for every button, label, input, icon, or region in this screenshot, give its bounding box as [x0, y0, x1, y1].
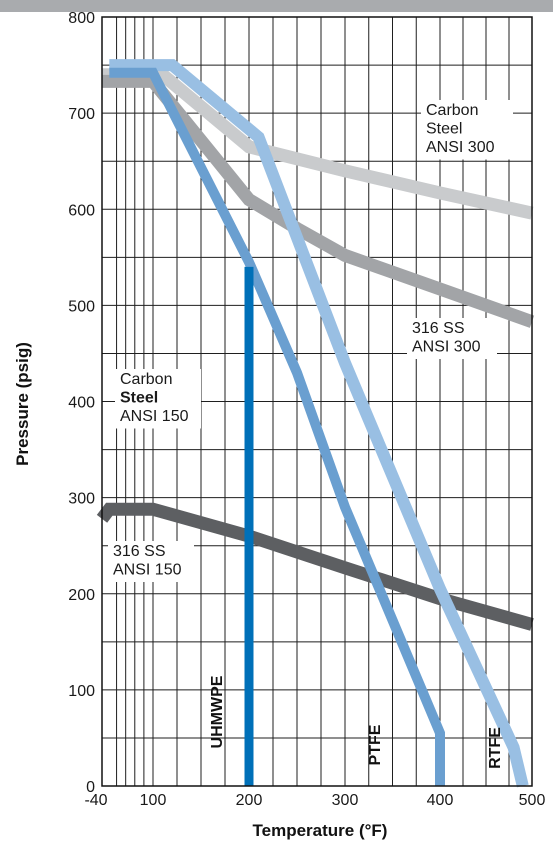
y-tick-label: 700: [68, 106, 95, 123]
annotation-background: [421, 100, 513, 160]
plot-border: [101, 16, 533, 787]
x-tick-labels: -40 100 200 300 400 500: [84, 792, 545, 809]
annotation-text: Carbon: [120, 371, 172, 388]
x-axis-title: Temperature (°F): [253, 821, 388, 840]
x-tick-label: 500: [519, 792, 546, 809]
plot-frame: [101, 16, 533, 787]
annotation-background: [108, 541, 194, 582]
limit-labels: UHMWPE PTFE RTFE: [209, 675, 504, 769]
y-tick-label: 200: [68, 587, 95, 604]
annotation-background: [115, 369, 201, 429]
y-tick-labels: 0 100 200 300 400 500 600 700 800: [68, 10, 95, 796]
y-tick-label: 300: [68, 491, 95, 508]
x-tick-label: 300: [332, 792, 359, 809]
annotation-text: Steel: [120, 390, 158, 407]
y-tick-label: 600: [68, 202, 95, 219]
series-lines: [96, 59, 535, 788]
annotation-text: ANSI 300: [412, 339, 481, 356]
y-tick-label: 100: [68, 683, 95, 700]
annotation-text: Carbon: [426, 102, 478, 119]
limit-label: RTFE: [487, 727, 504, 769]
limit-label: PTFE: [367, 724, 384, 765]
series-line: [109, 67, 445, 786]
series-line: [109, 59, 529, 788]
y-tick-label: 0: [86, 779, 95, 796]
annotation-text: 316 SS: [113, 543, 165, 560]
y-tick-label: 400: [68, 395, 95, 412]
annotation-text: ANSI 150: [120, 408, 189, 425]
x-tick-label: 100: [140, 792, 167, 809]
x-tick-label: 400: [427, 792, 454, 809]
y-tick-label: 500: [68, 298, 95, 315]
annotation-text: Steel: [426, 121, 462, 138]
x-tick-label: -40: [84, 792, 107, 809]
annotation-text: ANSI 300: [426, 139, 495, 156]
annotation-background: [407, 318, 497, 359]
annotation-text: ANSI 150: [113, 562, 182, 579]
y-tick-label: 800: [68, 10, 95, 27]
top-strip-band: [0, 0, 553, 12]
y-axis-title: Pressure (psig): [13, 342, 32, 466]
annotation-text: 316 SS: [412, 320, 464, 337]
x-tick-label: 200: [236, 792, 263, 809]
limit-label: UHMWPE: [209, 675, 226, 748]
